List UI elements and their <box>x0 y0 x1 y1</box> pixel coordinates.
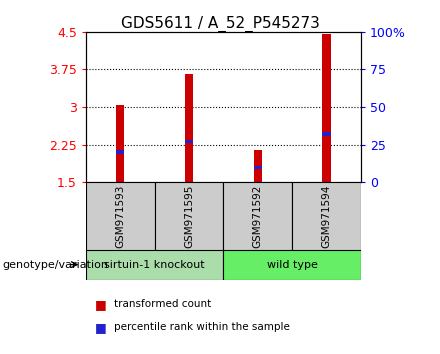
Bar <box>86 182 154 250</box>
Text: GSM971592: GSM971592 <box>253 184 263 248</box>
Bar <box>323 132 330 136</box>
Bar <box>86 250 224 280</box>
Bar <box>154 182 223 250</box>
Text: transformed count: transformed count <box>114 299 212 309</box>
Bar <box>116 150 125 154</box>
Bar <box>116 104 125 182</box>
Text: GSM971595: GSM971595 <box>184 184 194 248</box>
Text: genotype/variation: genotype/variation <box>2 259 108 270</box>
Bar <box>292 182 361 250</box>
Bar <box>224 250 361 280</box>
Text: wild type: wild type <box>267 259 318 270</box>
Bar <box>224 182 292 250</box>
Bar <box>253 166 262 169</box>
Bar <box>253 150 262 182</box>
Text: sirtuin-1 knockout: sirtuin-1 knockout <box>104 259 205 270</box>
Bar <box>185 140 193 143</box>
Text: GSM971593: GSM971593 <box>115 184 125 248</box>
Text: GSM971594: GSM971594 <box>322 184 331 248</box>
Bar <box>185 74 193 182</box>
Text: ■: ■ <box>95 321 110 334</box>
Text: ■: ■ <box>95 298 110 311</box>
Bar <box>323 34 330 182</box>
Text: GDS5611 / A_52_P545273: GDS5611 / A_52_P545273 <box>121 16 319 32</box>
Text: percentile rank within the sample: percentile rank within the sample <box>114 322 290 332</box>
